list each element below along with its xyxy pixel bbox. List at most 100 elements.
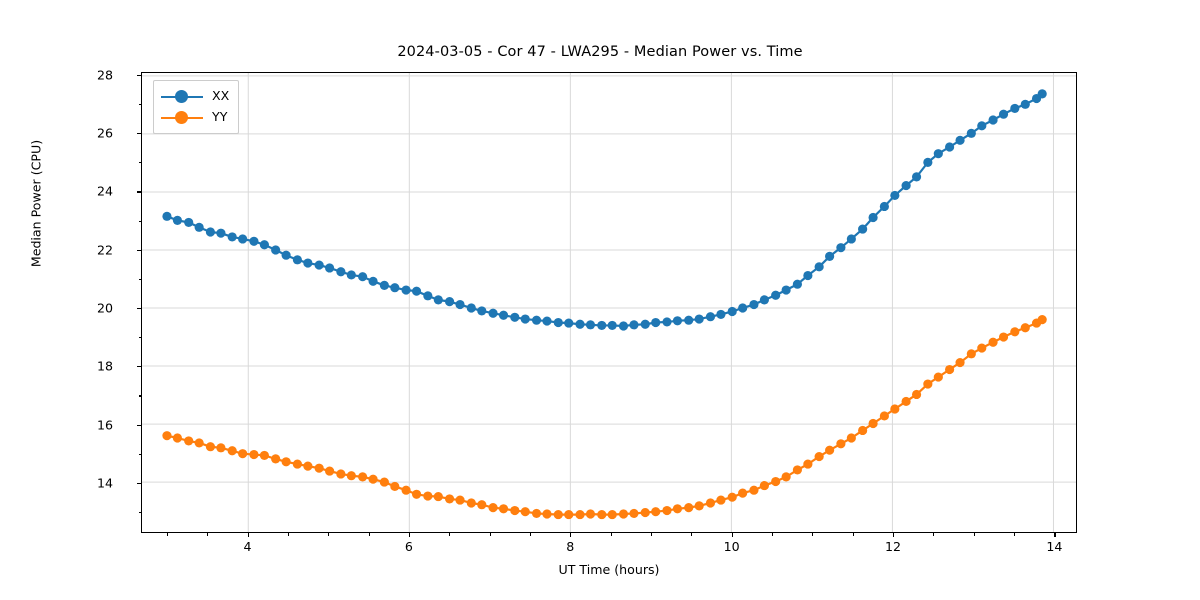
data-point [901, 180, 911, 191]
data-point [336, 469, 346, 479]
data-point [945, 364, 955, 375]
data-point [411, 489, 422, 499]
data-point [227, 446, 237, 456]
x-tick-mark-minor [973, 533, 975, 536]
data-point [433, 295, 443, 305]
data-point [216, 228, 226, 238]
data-point [825, 445, 835, 455]
data-point [390, 283, 400, 293]
data-point [259, 240, 269, 250]
data-point [977, 121, 987, 131]
x-tick-mark-minor [489, 533, 491, 536]
data-point [433, 492, 443, 502]
data-point [966, 349, 976, 359]
data-point [1037, 315, 1047, 325]
data-point [945, 142, 955, 152]
data-point [998, 332, 1009, 342]
data-series-layer [162, 89, 1047, 520]
x-tick-mark-minor [449, 533, 451, 536]
data-point [684, 503, 694, 513]
x-tick-mark-minor [166, 533, 168, 536]
series-line [165, 92, 1044, 328]
data-point [292, 255, 302, 265]
legend-dot-xx [175, 89, 188, 103]
data-point [890, 404, 900, 414]
data-point [216, 443, 226, 453]
data-point [205, 227, 216, 237]
data-point [759, 295, 769, 305]
data-point [672, 316, 683, 326]
y-tick-mark-minor [138, 104, 141, 106]
data-point [868, 418, 878, 429]
data-point [488, 503, 498, 513]
data-point [923, 157, 933, 167]
data-point [184, 436, 194, 446]
data-point [585, 509, 596, 519]
data-point [455, 299, 465, 310]
chart-legend[interactable]: XX YY [153, 80, 240, 134]
y-tick-label: 26 [96, 125, 113, 141]
data-point [249, 236, 259, 246]
data-point [271, 454, 281, 464]
x-tick-mark-minor [933, 533, 935, 536]
data-point [585, 320, 596, 330]
data-point [858, 224, 868, 234]
legend-label-yy: YY [212, 109, 228, 125]
data-point [531, 508, 542, 519]
y-tick-mark-minor [138, 395, 141, 397]
data-point [162, 431, 172, 441]
data-point [988, 115, 998, 125]
y-tick-mark [137, 308, 141, 310]
series-yy [162, 315, 1047, 520]
x-tick-mark-minor [207, 533, 209, 536]
y-tick-mark [137, 191, 141, 193]
x-tick-mark [408, 533, 410, 537]
data-point [444, 494, 455, 504]
data-point [846, 234, 856, 244]
legend-item-yy[interactable]: YY [161, 107, 229, 128]
data-point [498, 504, 509, 514]
data-point [727, 306, 737, 317]
data-point [792, 279, 802, 289]
data-point [803, 459, 813, 469]
data-point [651, 507, 661, 517]
data-point [825, 251, 835, 261]
series-xx [162, 89, 1047, 331]
legend-marker-yy [161, 110, 203, 125]
data-point [998, 109, 1009, 119]
data-point [172, 433, 183, 443]
data-point [1010, 103, 1020, 113]
x-tick-label: 6 [404, 539, 413, 554]
data-point [705, 498, 716, 508]
data-point [955, 357, 965, 368]
y-tick-mark-minor [138, 278, 141, 280]
data-point [271, 245, 281, 255]
data-point [977, 343, 987, 353]
y-tick-mark [137, 74, 141, 76]
data-point [879, 201, 889, 212]
x-axis-label: UT Time (hours) [558, 562, 660, 577]
data-point [749, 485, 759, 495]
data-point [564, 510, 574, 520]
legend-item-xx[interactable]: XX [161, 86, 229, 107]
data-point [303, 258, 313, 268]
x-tick-mark [570, 533, 572, 537]
data-point [238, 234, 248, 244]
data-point [759, 481, 769, 491]
x-tick-label: 14 [1046, 539, 1063, 554]
data-point [368, 474, 378, 484]
data-point [194, 438, 204, 448]
data-point [510, 505, 520, 516]
x-tick-mark-minor [287, 533, 289, 536]
data-point [966, 128, 976, 138]
data-point [542, 509, 552, 519]
y-tick-mark-minor [138, 512, 141, 514]
x-tick-label: 4 [243, 539, 252, 554]
y-tick-mark-minor [138, 453, 141, 455]
x-tick-mark-minor [852, 533, 854, 536]
data-point [694, 501, 704, 511]
y-tick-mark [137, 482, 141, 484]
data-point [281, 250, 291, 260]
data-point [238, 449, 248, 459]
